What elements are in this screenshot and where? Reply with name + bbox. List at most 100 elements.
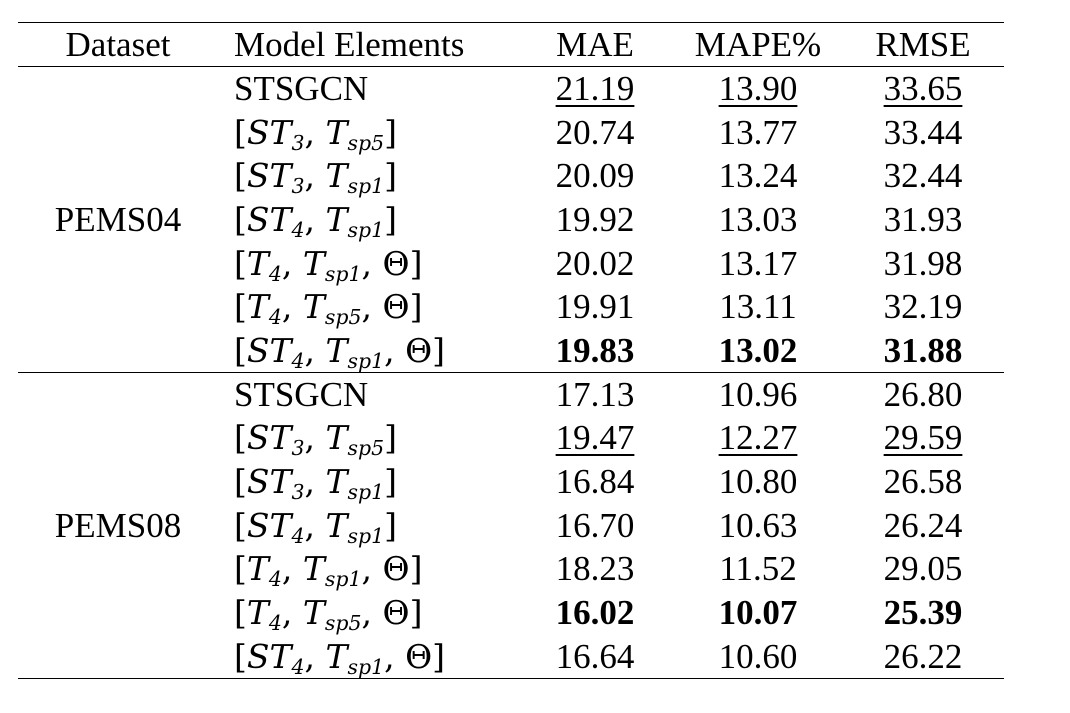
mape-value: 13.17: [718, 243, 798, 283]
mape-cell: 11.52: [674, 547, 842, 591]
mae-value: 19.92: [555, 199, 635, 239]
table-row: PEMS04 STSGCN 21.19 13.90 33.65: [18, 67, 1004, 237]
header-dataset: Dataset: [65, 25, 171, 64]
mape-cell: 10.60: [674, 634, 842, 678]
model-notation: [ST4, Tsp1]: [234, 199, 397, 243]
model-notation: [ST4, Tsp1]: [234, 505, 397, 548]
rmse-value: 29.59: [883, 418, 963, 458]
rmse-cell: 31.88: [842, 329, 1004, 373]
header-row: Dataset Model Elements MAE MAPE% RMSE: [18, 22, 1004, 67]
mae-value: 19.91: [555, 287, 635, 327]
header-mae: MAE: [556, 25, 634, 64]
table-row: [T4, Tsp1, Θ] 20.02 13.17 31.98: [18, 241, 1004, 285]
mape-cell: 10.63: [674, 503, 842, 547]
model-notation: [ST3, Tsp5]: [234, 112, 397, 155]
model-cell: [ST4, Tsp1]: [218, 503, 516, 547]
mape-value: 13.02: [718, 330, 798, 370]
mae-cell: 20.74: [516, 110, 674, 154]
dataset-cell: PEMS08: [54, 505, 182, 545]
rmse-value: 31.88: [883, 330, 963, 370]
mae-cell: 19.47: [516, 416, 674, 460]
mae-cell: 16.02: [516, 591, 674, 635]
mape-value: 13.24: [718, 156, 798, 196]
header-mape: MAPE%: [694, 25, 822, 64]
mape-value: 13.11: [719, 287, 797, 327]
rmse-value: 31.98: [883, 243, 963, 283]
rmse-value: 26.58: [883, 462, 963, 502]
rmse-cell: 33.65: [842, 67, 1004, 111]
mae-cell: 20.02: [516, 241, 674, 285]
mape-cell: 13.90: [674, 67, 842, 111]
mae-cell: 21.19: [516, 67, 674, 111]
model-cell: [T4, Tsp5, Θ]: [218, 591, 516, 635]
model-cell: [ST3, Tsp1]: [218, 154, 516, 198]
rmse-value: 26.24: [883, 505, 963, 545]
mae-value: 20.09: [555, 156, 635, 196]
mae-cell: 16.64: [516, 634, 674, 678]
rmse-cell: 33.44: [842, 110, 1004, 154]
model-notation: [T4, Tsp1, Θ]: [234, 549, 423, 592]
rmse-cell: 31.93: [842, 198, 1004, 242]
table-row: [T4, Tsp1, Θ] 18.23 11.52 29.05: [18, 547, 1004, 591]
mae-cell: 19.92: [516, 198, 674, 242]
mae-value: 21.19: [555, 69, 635, 109]
mape-cell: 10.80: [674, 460, 842, 504]
model-cell: [T4, Tsp5, Θ]: [218, 285, 516, 329]
model-notation: [T4, Tsp1, Θ]: [234, 243, 423, 286]
table-header: Dataset Model Elements MAE MAPE% RMSE: [18, 22, 1004, 67]
rmse-value: 33.44: [883, 112, 963, 152]
rmse-cell: 31.98: [842, 241, 1004, 285]
model-notation: [T4, Tsp5, Θ]: [234, 593, 423, 636]
rmse-cell: 32.44: [842, 154, 1004, 198]
mae-cell: 19.83: [516, 329, 674, 373]
table-row: PEMS08 STSGCN 17.13 10.96 26.80: [18, 372, 1004, 543]
rmse-cell: 25.39: [842, 591, 1004, 635]
mape-cell: 13.03: [674, 198, 842, 242]
header-rmse: RMSE: [875, 25, 971, 64]
mape-cell: 13.24: [674, 154, 842, 198]
model-cell: [ST3, Tsp5]: [218, 110, 516, 154]
model-notation: [T4, Tsp5, Θ]: [234, 287, 423, 330]
rmse-value: 31.93: [883, 199, 963, 239]
model-notation: [ST3, Tsp1]: [234, 156, 397, 199]
model-notation: [ST4, Tsp1, Θ]: [234, 636, 446, 679]
model-notation: [ST3, Tsp5]: [234, 418, 397, 461]
table-row: [ST4, Tsp1, Θ] 16.64 10.60 26.22: [18, 634, 1004, 679]
mape-cell: 10.96: [674, 372, 842, 416]
model-cell: [ST4, Tsp1, Θ]: [218, 329, 516, 373]
mape-cell: 10.07: [674, 591, 842, 635]
mae-cell: 20.09: [516, 154, 674, 198]
rmse-value: 32.19: [883, 287, 963, 327]
mae-cell: 19.91: [516, 285, 674, 329]
mape-value: 10.80: [718, 462, 798, 502]
mape-value: 10.63: [718, 505, 798, 545]
group-0: PEMS04 STSGCN 21.19 13.90 33.65 [ST3, Tsp5] 20…: [18, 67, 1004, 373]
mape-value: 10.96: [718, 374, 798, 414]
mape-value: 12.27: [718, 418, 798, 458]
model-cell: STSGCN: [234, 69, 369, 109]
mae-cell: 16.70: [516, 503, 674, 547]
table-row: [ST3, Tsp1] 20.09 13.24 32.44: [18, 154, 1004, 198]
mape-value: 11.52: [719, 549, 797, 589]
mae-value: 16.70: [555, 505, 635, 545]
table-row: [ST4, Tsp1] 19.92 13.03 31.93: [18, 198, 1004, 242]
mae-value: 16.84: [555, 462, 635, 502]
model-cell: [ST3, Tsp5]: [218, 416, 516, 460]
dataset-cell: PEMS04: [54, 199, 182, 239]
mae-cell: 17.13: [516, 372, 674, 416]
table-row: [ST3, Tsp5] 20.74 13.77 33.44: [18, 110, 1004, 154]
mape-cell: 13.02: [674, 329, 842, 373]
results-table: Dataset Model Elements MAE MAPE% RMSE PE…: [18, 22, 1004, 679]
rmse-value: 26.80: [883, 374, 963, 414]
mae-value: 19.83: [555, 330, 635, 370]
rmse-value: 26.22: [883, 636, 963, 676]
mae-value: 19.47: [555, 418, 635, 458]
group-1: PEMS08 STSGCN 17.13 10.96 26.80 [ST3, Tsp5] 19…: [18, 372, 1004, 679]
rmse-cell: 29.05: [842, 547, 1004, 591]
mae-value: 20.74: [555, 112, 635, 152]
mape-cell: 13.11: [674, 285, 842, 329]
mape-cell: 13.17: [674, 241, 842, 285]
table-row: [ST3, Tsp1] 16.84 10.80 26.58: [18, 460, 1004, 504]
header-model-elements: Model Elements: [234, 25, 465, 64]
mape-value: 10.07: [718, 593, 798, 633]
